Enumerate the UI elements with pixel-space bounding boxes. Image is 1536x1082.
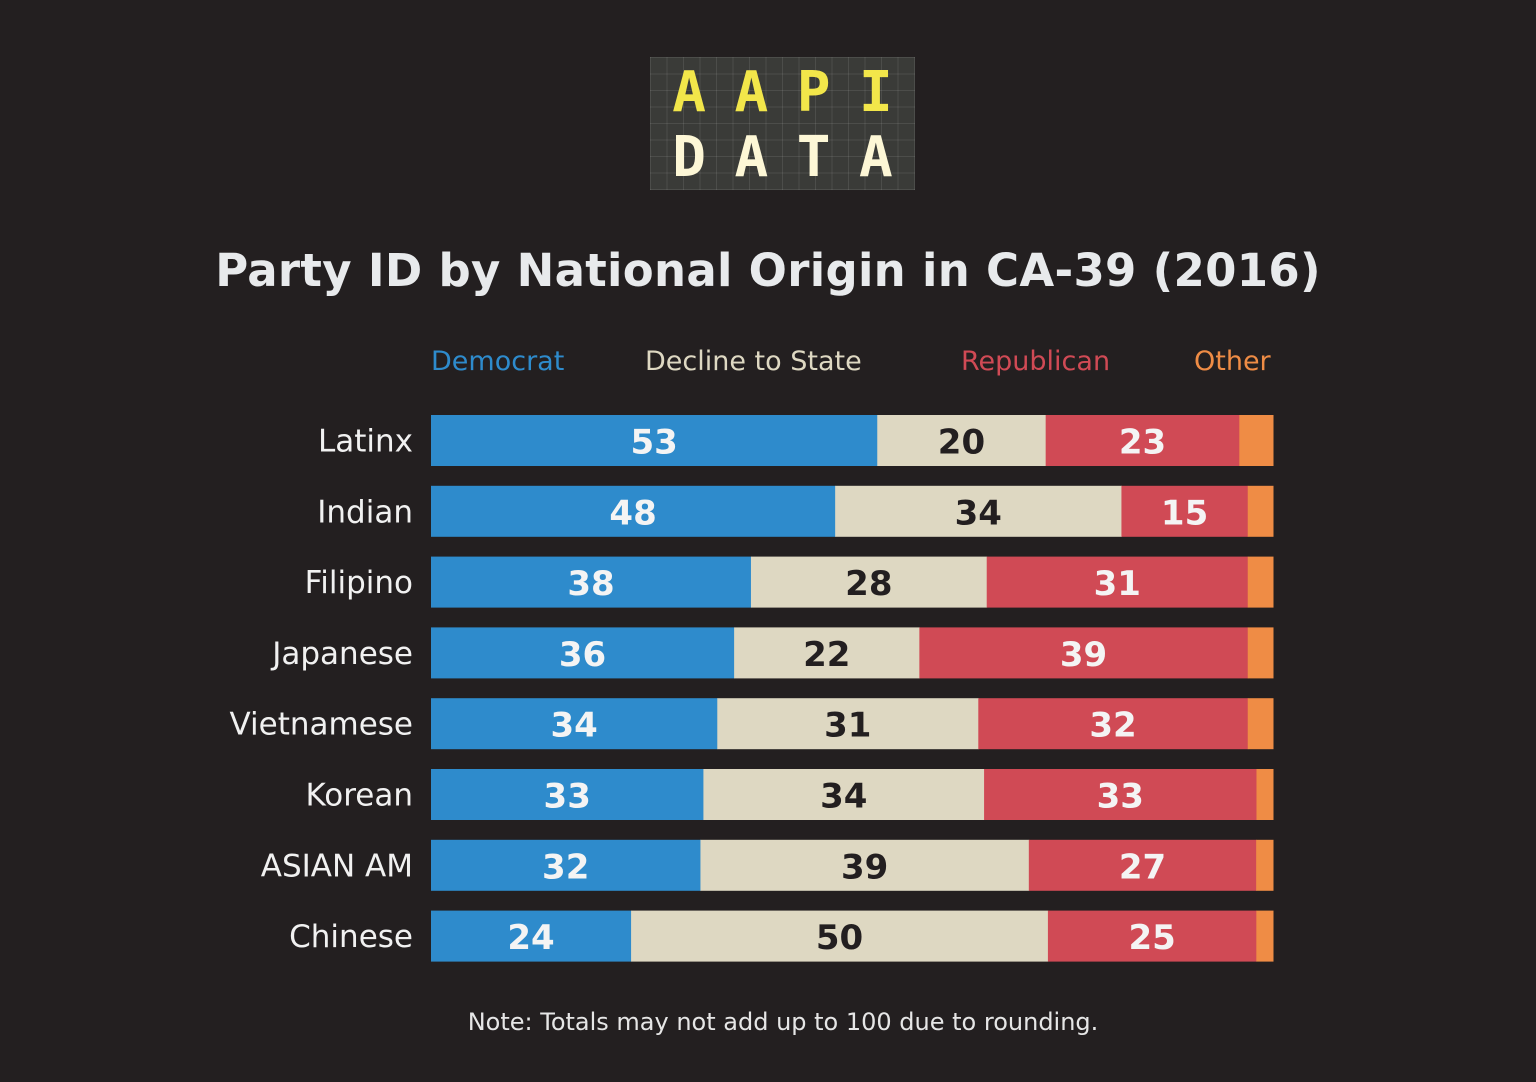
bar-segment-decline-to-state [877,415,1047,466]
logo-letter: T [796,125,831,190]
logo-letter: A [672,60,706,125]
data-label-republican: 23 [1119,423,1166,463]
data-label-republican: 33 [1097,777,1144,817]
logo-letter: D [672,125,706,190]
aapi-data-logo: A A P I D A T A [650,57,915,190]
bar-segment-democrat [431,556,752,608]
data-label-democrat: 32 [542,847,589,887]
legend-decline-to-state: Decline to State [645,346,862,377]
data-label-decline-to-state: 39 [841,847,888,887]
data-label-republican: 32 [1089,706,1136,746]
bar-segment-decline-to-state [717,698,979,750]
bar-segment-decline-to-state [703,769,985,820]
bar-segment-decline-to-state [734,627,920,679]
logo-line-aapi: A A P I [650,65,915,121]
data-label-decline-to-state: 34 [820,777,867,817]
bar-segment-other [1239,415,1274,466]
data-label-decline-to-state: 20 [938,423,985,463]
logo-letter: I [859,60,893,125]
data-label-decline-to-state: 28 [845,564,892,604]
bar-segment-decline-to-state [631,910,1049,962]
data-label-republican: 25 [1128,918,1175,958]
bar-segment-democrat [431,627,735,679]
bar-row-korean: Korean 33 34 33 [305,769,1274,820]
bar-segment-republican [1028,839,1257,891]
data-label-republican: 39 [1060,635,1107,675]
logo-letter: A [859,125,893,190]
bar-segment-other [1247,698,1274,750]
bar-segment-republican [984,769,1257,820]
data-label-decline-to-state: 22 [803,635,850,675]
category-label: Filipino [305,565,413,601]
category-label: Indian [317,494,413,530]
bar-row-japanese: Japanese 36 22 39 [270,627,1274,679]
category-label: Vietnamese [229,707,413,743]
bar-segment-other [1247,556,1274,608]
data-label-decline-to-state: 31 [824,706,871,746]
data-label-democrat: 34 [550,706,597,746]
bar-segment-other [1256,839,1274,891]
category-label: ASIAN AM [261,848,413,884]
category-label: Latinx [318,424,413,460]
bar-segment-decline-to-state [750,556,988,608]
data-label-decline-to-state: 34 [955,493,1002,533]
data-label-democrat: 53 [630,423,677,463]
data-label-democrat: 48 [609,493,656,533]
bar-segment-republican [978,698,1249,750]
category-label: Chinese [289,919,413,955]
bar-segment-other [1256,910,1274,962]
data-label-democrat: 36 [559,635,606,675]
legend-other: Other [1194,346,1271,377]
logo-letter: P [796,60,831,125]
bar-segment-republican [1045,415,1240,466]
legend-democrat: Democrat [431,346,565,377]
logo-letter: A [734,125,769,190]
bar-row-indian: Indian 48 34 15 [317,485,1274,537]
chart-title: Party ID by National Origin in CA-39 (20… [215,244,1321,297]
bar-segment-democrat [431,910,632,962]
category-label: Korean [305,778,413,814]
data-label-democrat: 33 [544,777,591,817]
category-label: Japanese [270,636,413,672]
logo-line-data: D A T A [650,130,915,186]
bar-segment-republican [919,627,1249,679]
bar-segment-other [1247,485,1274,537]
bar-row-vietnamese: Vietnamese 34 31 32 [229,698,1274,750]
bar-segment-democrat [431,485,836,537]
bar-segment-republican [1047,910,1257,962]
bar-segment-democrat [431,769,704,820]
bar-row-latinx: Latinx 53 20 23 [318,415,1274,466]
data-label-decline-to-state: 50 [816,918,863,958]
logo-letter: A [734,60,769,125]
data-label-republican: 15 [1161,493,1208,533]
bar-segment-republican [986,556,1249,608]
bar-row-asian-am: ASIAN AM 32 39 27 [261,839,1274,891]
bar-segment-democrat [431,698,718,750]
data-label-republican: 27 [1119,847,1166,887]
bar-row-filipino: Filipino 38 28 31 [305,556,1274,608]
bar-segment-democrat [431,415,878,466]
data-label-democrat: 24 [507,918,554,958]
bar-segment-other [1247,627,1274,679]
bar-segment-decline-to-state [835,485,1122,537]
bar-row-chinese: Chinese 24 50 25 [289,910,1274,962]
legend-republican: Republican [961,346,1111,377]
bar-segment-republican [1121,485,1249,537]
bar-segment-other [1256,769,1274,820]
data-label-democrat: 38 [567,564,614,604]
bar-segment-democrat [431,839,701,891]
bar-segment-decline-to-state [700,839,1030,891]
footnote: Note: Totals may not add up to 100 due t… [467,1008,1099,1036]
data-label-republican: 31 [1094,564,1141,604]
